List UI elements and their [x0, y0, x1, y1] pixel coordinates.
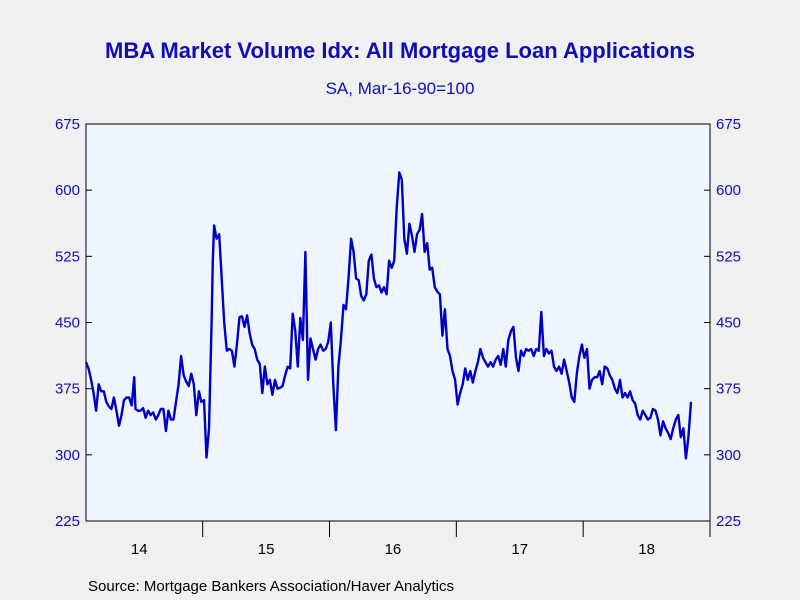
y-axis-right: 225 300 375 450 525 600 675	[704, 116, 741, 530]
y-tick-label-right: 525	[716, 248, 741, 265]
y-tick-label-right: 375	[716, 381, 741, 398]
x-tick-label: 14	[131, 541, 148, 558]
y-tick-label-left: 225	[55, 513, 80, 530]
x-tick-label: 16	[385, 541, 402, 558]
series-line	[84, 171, 693, 460]
x-axis: 14 15 16 17 18	[131, 521, 711, 558]
y-axis-left: 225 300 375 450 525 600 675	[55, 116, 92, 530]
chart-subtitle: SA, Mar-16-90=100	[325, 79, 475, 98]
y-tick-label-left: 375	[55, 381, 80, 398]
y-tick-label-right: 675	[716, 116, 741, 133]
y-tick-label-right: 300	[716, 447, 741, 464]
y-tick-label-left: 525	[55, 248, 80, 265]
source-note: Source: Mortgage Bankers Association/Hav…	[88, 578, 455, 595]
x-tick-label: 18	[638, 541, 655, 558]
y-tick-label-right: 600	[716, 182, 741, 199]
y-tick-label-right: 225	[716, 513, 741, 530]
x-tick-label: 15	[258, 541, 275, 558]
y-tick-label-right: 450	[716, 315, 741, 332]
y-tick-label-left: 675	[55, 116, 80, 133]
chart-title: MBA Market Volume Idx: All Mortgage Loan…	[105, 38, 695, 63]
y-tick-label-left: 450	[55, 315, 80, 332]
y-tick-label-left: 300	[55, 447, 80, 464]
x-tick-label: 17	[511, 541, 528, 558]
y-tick-label-left: 600	[55, 182, 80, 199]
